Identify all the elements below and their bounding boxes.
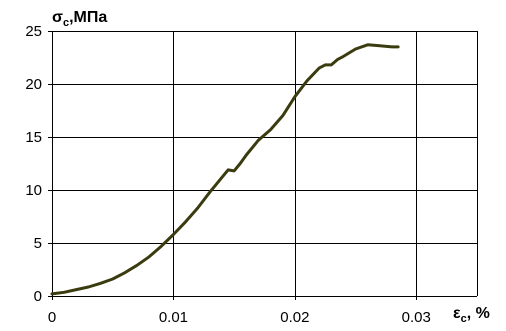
chart-axes (48, 31, 477, 300)
x-tick-label: 0.02 (280, 309, 309, 326)
y-tick-labels: 0 5 10 15 20 25 (25, 23, 42, 305)
y-tick-label: 10 (25, 182, 42, 199)
x-tick-label: 0.03 (402, 309, 431, 326)
x-axis-title-subscript: c (461, 313, 467, 325)
chart-series (50, 43, 400, 296)
y-tick-label: 0 (34, 288, 42, 305)
series-line (50, 43, 400, 296)
x-tick-labels: 0 0.01 0.02 0.03 (48, 309, 431, 326)
y-tick-label: 25 (25, 23, 42, 40)
x-axis-title: εc, % (453, 305, 490, 325)
x-tick-label: 0 (48, 309, 56, 326)
y-tick-label: 15 (25, 129, 42, 146)
y-axis-title-subscript: c (63, 17, 69, 29)
x-axis-title-unit: , % (467, 305, 490, 322)
x-axis-title-base: ε (453, 305, 461, 322)
y-tick-label: 5 (34, 235, 42, 252)
x-tick-label: 0.01 (159, 309, 188, 326)
y-axis-title-base: σ (52, 9, 63, 26)
y-tick-label: 20 (25, 76, 42, 93)
y-axis-title-unit: ,МПа (69, 9, 107, 26)
chart-grid (52, 31, 478, 296)
y-axis-title: σc,МПа (52, 9, 107, 29)
